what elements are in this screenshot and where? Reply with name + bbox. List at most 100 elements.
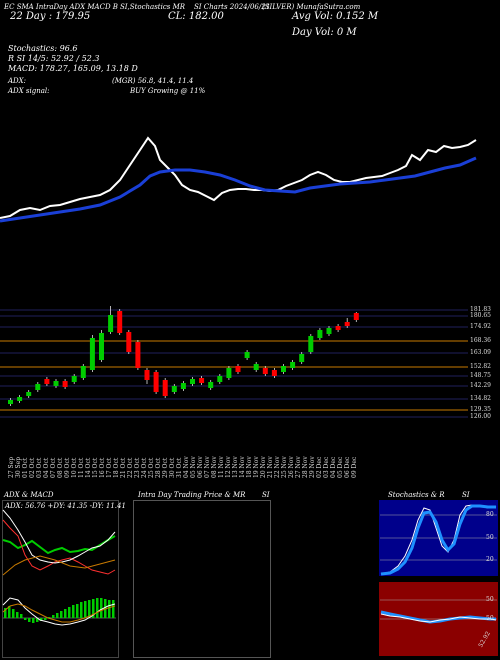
stoch-label-50: 50: [486, 534, 494, 541]
macd-bar: [76, 604, 79, 618]
candle-up: [99, 333, 104, 360]
adx-line: [2, 509, 116, 564]
candle-down: [199, 378, 205, 383]
stoch-label-80: 80: [486, 511, 494, 518]
candle-up: [17, 397, 23, 401]
header-title-a: EC SMA IntraDay ADX MACD B: [4, 3, 118, 11]
adx-orange-line: [2, 555, 116, 576]
candle-down: [353, 313, 359, 320]
stochastics-si-label: SI: [462, 491, 470, 499]
candle-up: [299, 354, 305, 362]
candle-up: [80, 366, 86, 378]
price-axis-label: 142.29: [470, 382, 491, 389]
macd-bar: [16, 612, 19, 618]
rsi-line-secondary: [380, 613, 497, 623]
adx-macd-panel-title: ADX & MACD: [4, 491, 54, 499]
candle-up: [8, 400, 13, 404]
macd-bar: [100, 598, 103, 618]
candle-up: [281, 366, 286, 372]
macd-signal-line: [2, 603, 116, 623]
macd-bar: [64, 609, 67, 618]
macd-bar: [32, 618, 35, 623]
macd-bar: [48, 617, 51, 618]
macd-bar: [72, 605, 75, 618]
adx-label: ADX:: [8, 77, 27, 85]
stoch-k-line: [380, 504, 497, 575]
macd-bar: [84, 601, 87, 618]
price-axis-label: 168.36: [470, 337, 491, 344]
rsi-readout: R SI 14/5: 52.92 / 52.3: [8, 54, 100, 63]
adx-macd-panel: ADX: 56.76 +DY: 41.35 -DY: 11.41: [2, 500, 126, 658]
macd-histogram: [4, 598, 115, 623]
price-axis-label: 126.00: [470, 413, 491, 420]
candle-up: [290, 362, 296, 368]
price-level-lines: [0, 309, 468, 418]
candle-down: [44, 379, 50, 384]
candle-up: [208, 382, 214, 388]
candle-up: [226, 368, 232, 378]
price-axis-label: 181.83: [470, 306, 491, 313]
candle-up: [217, 376, 223, 382]
candle-up: [190, 379, 195, 384]
macd-bar: [112, 600, 115, 618]
adx-signal-value: BUY Growing @ 11%: [130, 87, 206, 95]
candle-up: [326, 328, 332, 334]
macd-bar: [88, 600, 91, 618]
adx-values: (MGR) 56.8, 41.4, 11.4: [112, 77, 194, 85]
candle-up: [308, 336, 314, 352]
adx-small-readout: ADX: 56.76 +DY: 41.35 -DY: 11.41: [5, 502, 126, 510]
macd-bar: [92, 599, 95, 618]
adx-plus-line: [2, 535, 116, 555]
candle-down: [135, 342, 141, 368]
candle-down: [117, 311, 123, 333]
price-axis-label: 163.09: [470, 349, 491, 356]
macd-bar: [4, 608, 7, 618]
price-axis-label: 134.82: [470, 395, 491, 402]
avg-volume-label: Avg Vol: 0.152 M: [292, 11, 379, 22]
macd-bar: [28, 618, 31, 622]
macd-bar: [96, 598, 99, 618]
candle-down: [271, 370, 277, 376]
macd-bar: [108, 600, 111, 618]
macd-bar: [60, 611, 63, 618]
candle-down: [126, 332, 132, 352]
candle-down: [344, 322, 350, 326]
candle-down: [262, 368, 268, 374]
adx-signal-label: ADX signal:: [8, 87, 50, 95]
candle-up: [89, 338, 95, 370]
day-volume-label: Day Vol: 0 M: [292, 27, 357, 38]
candle-down: [153, 372, 159, 392]
candle-down: [162, 380, 168, 396]
chart-header-line-d: (SILVER) MunafaSutra.com: [262, 3, 360, 11]
macd-bar: [40, 618, 43, 621]
header-title-c: SI Charts 2024/06/21: [194, 3, 271, 11]
candle-up: [171, 386, 177, 392]
chart-header-line-b: SI,Stochastics MR: [120, 3, 185, 11]
macd-readout: MACD: 178.27, 165.09, 13.18 D: [8, 64, 138, 73]
macd-bar: [52, 615, 55, 618]
rsi-label-lower: 50: [486, 615, 494, 622]
price-axis-label: 152.82: [470, 363, 491, 370]
candle-up: [244, 352, 250, 358]
macd-bar: [68, 607, 71, 618]
price-axis-label: 174.92: [470, 323, 491, 330]
close-price-label: CL: 182.00: [168, 11, 224, 22]
chart-header-line-c: SI Charts 2024/06/21: [194, 3, 270, 11]
candle-up: [108, 315, 114, 332]
candle-up: [71, 376, 77, 382]
candle-down: [62, 381, 68, 387]
macd-bar: [36, 618, 39, 622]
candle-down: [144, 370, 150, 380]
chart-header-line: EC SMA IntraDay ADX MACD B: [4, 3, 118, 11]
macd-bar: [80, 602, 83, 618]
macd-bar: [12, 609, 15, 618]
stochastics-panel-title: Stochastics & R: [388, 491, 445, 499]
candle-up: [180, 383, 186, 389]
price-axis-label: 148.75: [470, 372, 491, 379]
stochastics-readout: Stochastics: 96.6: [8, 44, 78, 53]
candle-up: [317, 330, 323, 338]
candle-up: [53, 381, 59, 386]
macd-bar: [8, 606, 11, 618]
